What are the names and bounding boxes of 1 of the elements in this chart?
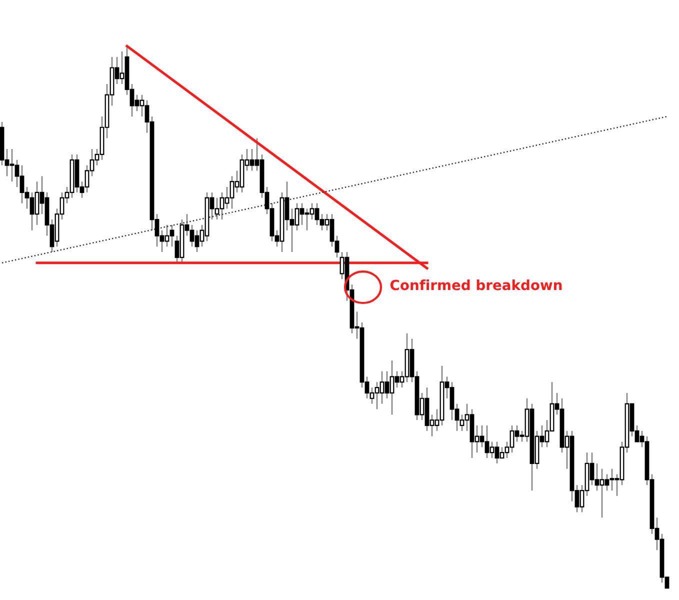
annotation: Confirmed breakdown: [390, 279, 562, 290]
